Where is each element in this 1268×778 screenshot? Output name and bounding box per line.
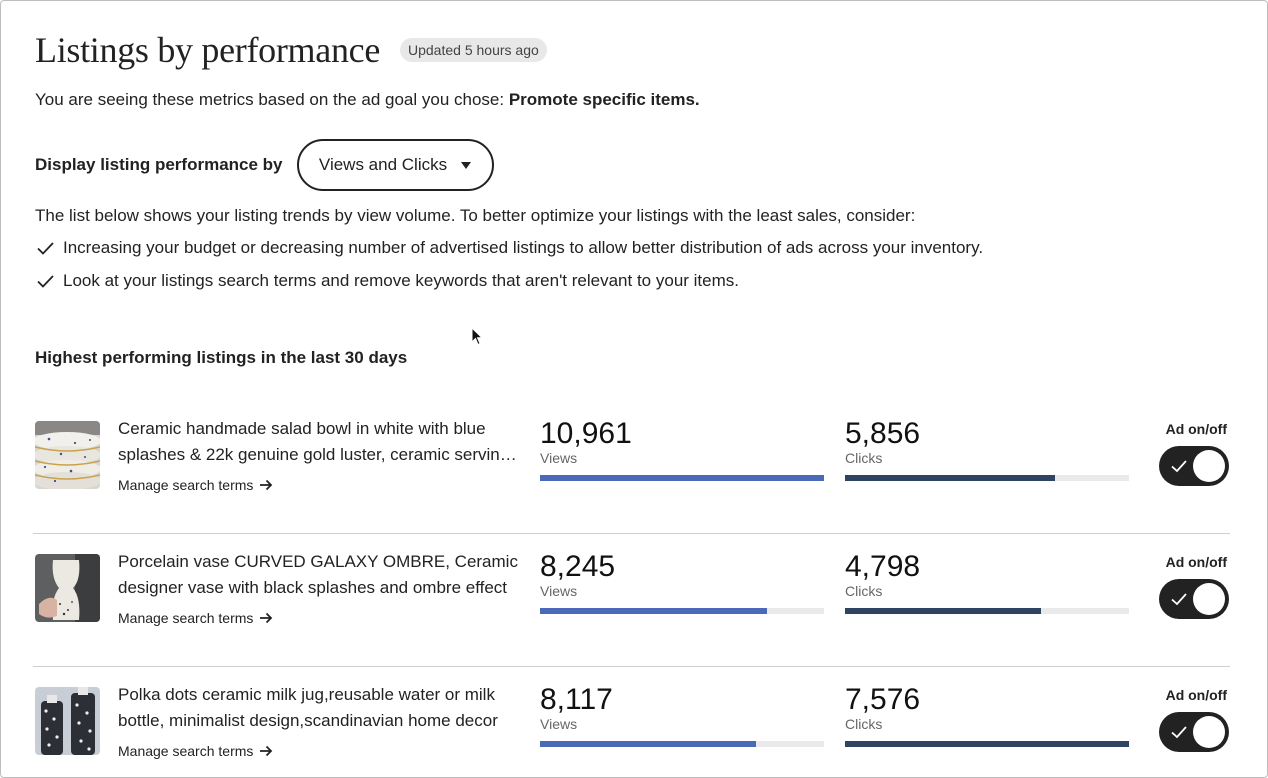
views-label: Views	[540, 450, 578, 466]
views-metric: 10,961 Views	[540, 418, 824, 481]
clicks-bar	[845, 741, 1129, 747]
clicks-metric: 5,856 Clicks	[845, 418, 1129, 481]
manage-search-terms-link[interactable]: Manage search terms	[118, 477, 273, 493]
ad-goal-line: You are seeing these metrics based on th…	[35, 90, 700, 110]
clicks-label: Clicks	[845, 583, 883, 599]
check-icon	[1171, 726, 1187, 739]
views-bar	[540, 741, 824, 747]
manage-search-terms-label: Manage search terms	[118, 743, 254, 759]
clicks-value: 7,576	[845, 683, 921, 716]
metric-dropdown[interactable]: Views and Clicks	[296, 139, 494, 191]
clicks-bar	[845, 475, 1129, 481]
listing-thumbnail[interactable]	[35, 554, 100, 622]
title-row: Listings by performance Updated 5 hours …	[35, 29, 547, 71]
check-icon	[37, 275, 54, 288]
clicks-label: Clicks	[845, 716, 883, 732]
page-title: Listings by performance	[35, 30, 380, 70]
clicks-value: 4,798	[845, 550, 921, 583]
toggle-knob	[1193, 450, 1225, 482]
listing-title[interactable]: Polka dots ceramic milk jug,reusable wat…	[118, 685, 498, 730]
arrow-right-icon	[260, 745, 273, 757]
check-icon	[1171, 460, 1187, 473]
views-value: 8,117	[540, 683, 613, 716]
tip-item: Increasing your budget or decreasing num…	[35, 237, 983, 259]
ad-toggle-label: Ad on/off	[1165, 554, 1227, 570]
manage-search-terms-link[interactable]: Manage search terms	[118, 610, 273, 626]
ad-toggle-label: Ad on/off	[1165, 421, 1227, 437]
mouse-cursor-icon	[471, 327, 483, 346]
ad-goal-prefix: You are seeing these metrics based on th…	[35, 90, 505, 109]
clicks-label: Clicks	[845, 450, 883, 466]
ad-goal-value: Promote specific items.	[508, 90, 700, 109]
listing-thumbnail[interactable]	[35, 687, 100, 755]
manage-search-terms-label: Manage search terms	[118, 610, 254, 626]
manage-search-terms-label: Manage search terms	[118, 477, 254, 493]
clicks-bar-fill	[845, 475, 1056, 481]
clicks-metric: 4,798 Clicks	[845, 551, 1129, 614]
arrow-right-icon	[260, 479, 273, 491]
views-metric: 8,117 Views	[540, 684, 824, 747]
check-icon	[1171, 593, 1187, 606]
manage-search-terms-link[interactable]: Manage search terms	[118, 743, 273, 759]
views-metric: 8,245 Views	[540, 551, 824, 614]
views-bar-fill	[540, 475, 824, 481]
tip-text: Increasing your budget or decreasing num…	[63, 238, 984, 257]
views-bar-fill	[540, 608, 768, 614]
views-label: Views	[540, 583, 578, 599]
listing-row: Ceramic handmade salad bowl in white wit…	[33, 401, 1230, 534]
listing-title[interactable]: Ceramic handmade salad bowl in white wit…	[118, 419, 510, 464]
updated-badge: Updated 5 hours ago	[400, 38, 547, 62]
vase-image	[35, 554, 100, 622]
milk-jug-image	[35, 687, 100, 755]
toggle-knob	[1193, 716, 1225, 748]
trend-intro: The list below shows your listing trends…	[35, 206, 916, 225]
display-by-row: Display listing performance by Views and…	[35, 139, 494, 191]
views-bar-fill	[540, 741, 756, 747]
ad-toggle[interactable]	[1159, 712, 1229, 752]
listing-thumbnail[interactable]	[35, 421, 100, 489]
clicks-bar-fill	[845, 741, 1129, 747]
toggle-knob	[1193, 583, 1225, 615]
ad-toggle[interactable]	[1159, 579, 1229, 619]
views-label: Views	[540, 716, 578, 732]
check-icon	[37, 242, 54, 255]
listing-row: Porcelain vase CURVED GALAXY OMBRE, Cera…	[33, 534, 1230, 667]
views-bar	[540, 608, 824, 614]
arrow-right-icon	[260, 612, 273, 624]
tips-list: Increasing your budget or decreasing num…	[35, 237, 983, 303]
tip-item: Look at your listings search terms and r…	[35, 270, 983, 292]
clicks-value: 5,856	[845, 417, 921, 450]
ad-toggle[interactable]	[1159, 446, 1229, 486]
tip-text: Look at your listings search terms and r…	[63, 271, 739, 290]
caret-down-icon	[461, 161, 472, 169]
listing-row: Polka dots ceramic milk jug,reusable wat…	[33, 667, 1230, 777]
bowl-image	[35, 421, 100, 489]
display-by-label: Display listing performance by	[35, 155, 283, 174]
clicks-bar	[845, 608, 1129, 614]
section-heading: Highest performing listings in the last …	[35, 348, 408, 367]
views-value: 10,961	[540, 417, 632, 450]
metric-dropdown-value: Views and Clicks	[318, 155, 448, 174]
views-value: 8,245	[540, 550, 616, 583]
clicks-bar-fill	[845, 608, 1041, 614]
ad-toggle-label: Ad on/off	[1165, 687, 1227, 703]
clicks-metric: 7,576 Clicks	[845, 684, 1129, 747]
listing-title[interactable]: Porcelain vase CURVED GALAXY OMBRE, Cera…	[118, 552, 518, 597]
views-bar	[540, 475, 824, 481]
